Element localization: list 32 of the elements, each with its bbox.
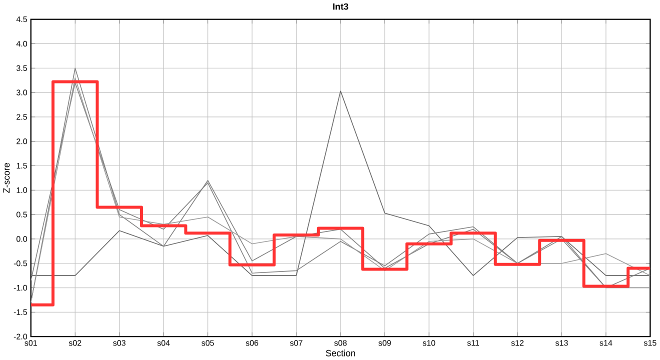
y-tick-label: 0.0 bbox=[16, 236, 28, 242]
x-tick-label: s13 bbox=[555, 340, 568, 346]
y-tick-label: 3.5 bbox=[16, 65, 28, 72]
x-tick-label: s12 bbox=[511, 340, 524, 346]
y-tick-label: 2.0 bbox=[16, 138, 28, 144]
y-tick-label: 1.0 bbox=[16, 187, 28, 194]
x-tick-label: s14 bbox=[600, 340, 612, 346]
x-axis-title: Section bbox=[326, 350, 356, 356]
y-tick-label: -2.0 bbox=[14, 334, 28, 340]
x-tick-label: s10 bbox=[422, 340, 436, 346]
y-tick-label: 3.0 bbox=[16, 90, 28, 96]
y-tick-label: 4.5 bbox=[16, 16, 28, 22]
x-tick-label: s03 bbox=[113, 340, 126, 346]
x-tick-label: s02 bbox=[68, 340, 82, 346]
y-tick-label: 1.5 bbox=[16, 163, 28, 169]
x-tick-label: s15 bbox=[644, 340, 656, 346]
x-tick-label: s05 bbox=[202, 340, 214, 346]
x-tick-label: s09 bbox=[378, 340, 391, 346]
y-tick-label: -1.0 bbox=[14, 285, 28, 291]
chart-title: Int3 bbox=[333, 4, 348, 10]
y-tick-label: 4.0 bbox=[16, 41, 28, 47]
x-tick-label: s04 bbox=[157, 340, 170, 346]
x-tick-label: s08 bbox=[334, 340, 347, 346]
x-tick-label: s06 bbox=[246, 340, 258, 346]
y-tick-label: -0.5 bbox=[14, 260, 28, 266]
x-tick-label: s01 bbox=[24, 340, 37, 346]
y-tick-label: 2.5 bbox=[16, 114, 28, 120]
y-tick-label: -1.5 bbox=[14, 310, 28, 316]
y-axis-title: Z-score bbox=[3, 163, 10, 194]
x-tick-label: s11 bbox=[467, 340, 480, 346]
y-tick-label: 0.5 bbox=[16, 212, 28, 218]
x-tick-label: s07 bbox=[290, 340, 302, 346]
